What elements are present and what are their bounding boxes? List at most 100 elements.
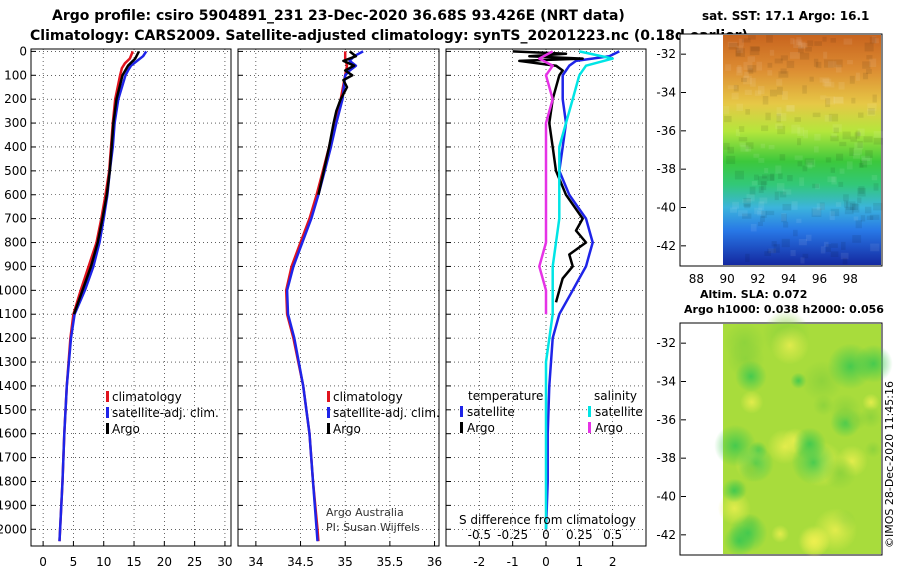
sst-texture-cell [872, 94, 877, 103]
sst-texture-cell [831, 176, 837, 185]
sst-texture-cell [739, 142, 747, 147]
sst-texture-cell [796, 218, 802, 224]
sst-texture-cell [743, 61, 753, 70]
x-tick-label: -0.25 [497, 528, 528, 542]
sst-texture-cell [838, 81, 845, 90]
sst-texture-cell [864, 42, 874, 52]
sst-texture-cell [842, 131, 851, 140]
sst-texture-cell [787, 175, 793, 182]
sst-texture-cell [728, 42, 739, 50]
lat-label: -34 [656, 86, 676, 100]
sst-texture-cell [803, 129, 808, 139]
sst-texture-cell [768, 248, 776, 254]
sst-texture-cell [823, 241, 829, 247]
sla-texture-blob [823, 456, 857, 490]
sst-texture-cell [835, 153, 844, 161]
sst-texture-cell [727, 41, 738, 48]
sst-texture-cell [826, 96, 836, 105]
sst-texture-cell [790, 250, 796, 257]
x-tick-label: 36 [427, 555, 442, 569]
sst-texture-cell [873, 131, 884, 139]
sst-texture-cell [741, 77, 747, 83]
x-tick-label: 0 [542, 528, 550, 542]
sst-texture-cell [823, 51, 828, 59]
sst-texture-cell [779, 154, 786, 161]
sst-texture-cell [830, 208, 840, 217]
sst-texture-cell [830, 251, 839, 258]
sst-texture-cell [734, 170, 744, 180]
sst-texture-cell [869, 214, 880, 220]
sla-texture-blob [770, 326, 810, 365]
lat-label: -38 [656, 451, 676, 465]
sst-texture-cell [846, 161, 853, 170]
sst-texture-cell [742, 198, 752, 204]
x-tick-label: -2 [473, 555, 485, 569]
sst-texture-cell [738, 210, 748, 217]
temperature-x-tick-labels: 0 5 10 15 20 25 30 [39, 555, 232, 569]
sst-texture-cell [749, 186, 756, 195]
sst-texture-cell [759, 197, 768, 204]
legend-label-satellite: satellite-adj. clim. [112, 406, 219, 420]
sla-texture-blob [862, 393, 880, 412]
sst-texture-cell [794, 117, 802, 122]
sst-texture-cell [802, 253, 809, 259]
sst-texture-cell [805, 46, 812, 52]
sst-texture-cell [737, 65, 742, 73]
sst-texture-cell [778, 173, 783, 180]
sst-texture-cell [797, 127, 805, 136]
sst-texture-cell [775, 165, 782, 174]
sst-texture-cell [776, 113, 787, 122]
sst-texture-cell [868, 108, 875, 115]
sst-texture-cell [845, 201, 856, 211]
sst-texture-cell [786, 60, 795, 69]
sst-texture-cell [835, 64, 842, 73]
depth-tick-label: 500 [4, 164, 27, 178]
lon-label: 94 [781, 272, 796, 286]
sst-texture-cell [843, 200, 849, 208]
sst-texture-cell [861, 155, 871, 162]
lat-label: -38 [656, 162, 676, 176]
sst-texture-cell [745, 109, 751, 115]
temperature-difference-x-tick-labels: -2 -1 0 1 2 [473, 555, 616, 569]
sst-texture-cell [781, 91, 788, 100]
legend-label-argo: Argo [333, 422, 361, 436]
title-line2: Climatology: CARS2009. Satellite-adjuste… [30, 28, 748, 44]
sst-texture-cell [816, 203, 825, 211]
sst-texture-cell [760, 143, 766, 149]
sst-texture-cell [725, 64, 732, 71]
sst-texture-cell [843, 38, 853, 45]
sst-texture-cell [748, 68, 754, 74]
sst-texture-cell [858, 162, 864, 168]
sst-texture-cell [797, 138, 802, 146]
sst-texture-cell [834, 96, 844, 105]
sst-map-land [681, 35, 723, 265]
sst-texture-cell [750, 223, 757, 232]
sst-texture-cell [815, 183, 820, 190]
sst-texture-cell [758, 201, 765, 211]
salinity-difference-x-tick-labels: -0.5 -0.25 0 0.25 0.5 [468, 528, 623, 542]
sst-texture-cell [769, 49, 775, 56]
sst-texture-cell [830, 135, 839, 142]
lon-label: 96 [812, 272, 827, 286]
sla-map-title2: Argo h1000: 0.038 h2000: 0.056 [684, 303, 884, 316]
depth-tick-label: 0 [19, 44, 27, 58]
sst-texture-cell [758, 186, 764, 193]
sst-texture-cell [776, 183, 785, 191]
sst-texture-cell [791, 201, 798, 210]
sst-texture-cell [851, 203, 860, 213]
sst-texture-cell [757, 176, 768, 186]
sst-texture-cell [865, 150, 873, 159]
sst-texture-cell [781, 238, 790, 248]
x-tick-label: 20 [157, 555, 172, 569]
sla-map-texture [714, 310, 893, 558]
credit-line2: PI: Susan Wijffels [326, 521, 420, 534]
sla-texture-blob [827, 343, 874, 390]
temperature-panel-frame [30, 48, 232, 547]
sst-texture-cell [812, 183, 820, 189]
sst-texture-cell [762, 174, 767, 179]
lon-label: 98 [843, 272, 858, 286]
sst-texture-cell [735, 50, 741, 56]
sst-texture-cell [839, 168, 845, 174]
sla-texture-blob [864, 440, 882, 458]
